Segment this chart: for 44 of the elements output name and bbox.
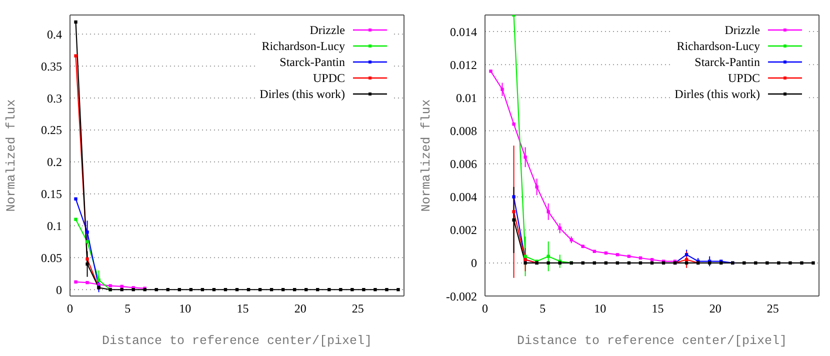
y-tick-label: 0.4 <box>47 27 62 42</box>
legend-label: Starck-Pantin <box>280 54 345 70</box>
x-tick-label: 20 <box>709 302 722 316</box>
y-tick-label: 0.004 <box>450 190 477 204</box>
y-tick-label: 0.006 <box>450 157 477 172</box>
y-axis-title: Normalized flux <box>4 99 18 212</box>
y-tick-label: 0.3 <box>47 91 62 106</box>
y-tick-label: 0.008 <box>450 124 477 138</box>
y-tick-label: 0.2 <box>47 155 62 170</box>
x-tick-label: 5 <box>124 302 131 316</box>
y-axis-title: Normalized flux <box>419 99 434 212</box>
y-tick-label: 0.35 <box>41 59 62 74</box>
legend-label: UPDC <box>728 70 760 86</box>
legend-label: Dirles (this work) <box>674 86 760 102</box>
legend-label: UPDC <box>312 70 345 86</box>
y-tick-label: 0.002 <box>450 223 477 238</box>
y-tick-label: 0.012 <box>450 58 477 72</box>
y-tick-label: 0 <box>56 282 62 297</box>
x-tick-label: 15 <box>652 302 664 316</box>
y-tick-label: 0.25 <box>41 123 62 138</box>
legend-label: Drizzle <box>310 22 345 38</box>
x-tick-label: 25 <box>352 302 364 316</box>
x-tick-label: 25 <box>766 302 779 316</box>
x-axis-title: Distance to reference center/[pixel] <box>102 334 372 348</box>
legend-label: Drizzle <box>724 22 760 38</box>
y-tick-label: 0.15 <box>41 187 62 202</box>
x-tick-label: 5 <box>540 302 546 316</box>
x-axis-title: Distance to reference center/[pixel] <box>516 334 788 348</box>
x-tick-label: 15 <box>236 302 249 316</box>
y-tick-label: 0.1 <box>47 219 62 234</box>
x-tick-label: 0 <box>482 302 488 316</box>
y-tick-label: -0.002 <box>446 289 477 304</box>
x-tick-label: 10 <box>179 302 192 316</box>
y-tick-label: 0 <box>471 256 477 270</box>
x-tick-label: 20 <box>294 302 306 316</box>
y-tick-label: 0.01 <box>456 90 477 105</box>
legend-label: Dirles (this work) <box>260 86 345 102</box>
x-tick-label: 0 <box>67 302 73 316</box>
y-tick-label: 0.014 <box>450 24 477 39</box>
legend-label: Richardson-Lucy <box>262 38 345 54</box>
x-tick-label: 10 <box>594 302 606 316</box>
y-tick-label: 0.05 <box>41 250 62 265</box>
legend-label: Richardson-Lucy <box>676 38 760 54</box>
legend-label: Starck-Pantin <box>694 54 760 70</box>
